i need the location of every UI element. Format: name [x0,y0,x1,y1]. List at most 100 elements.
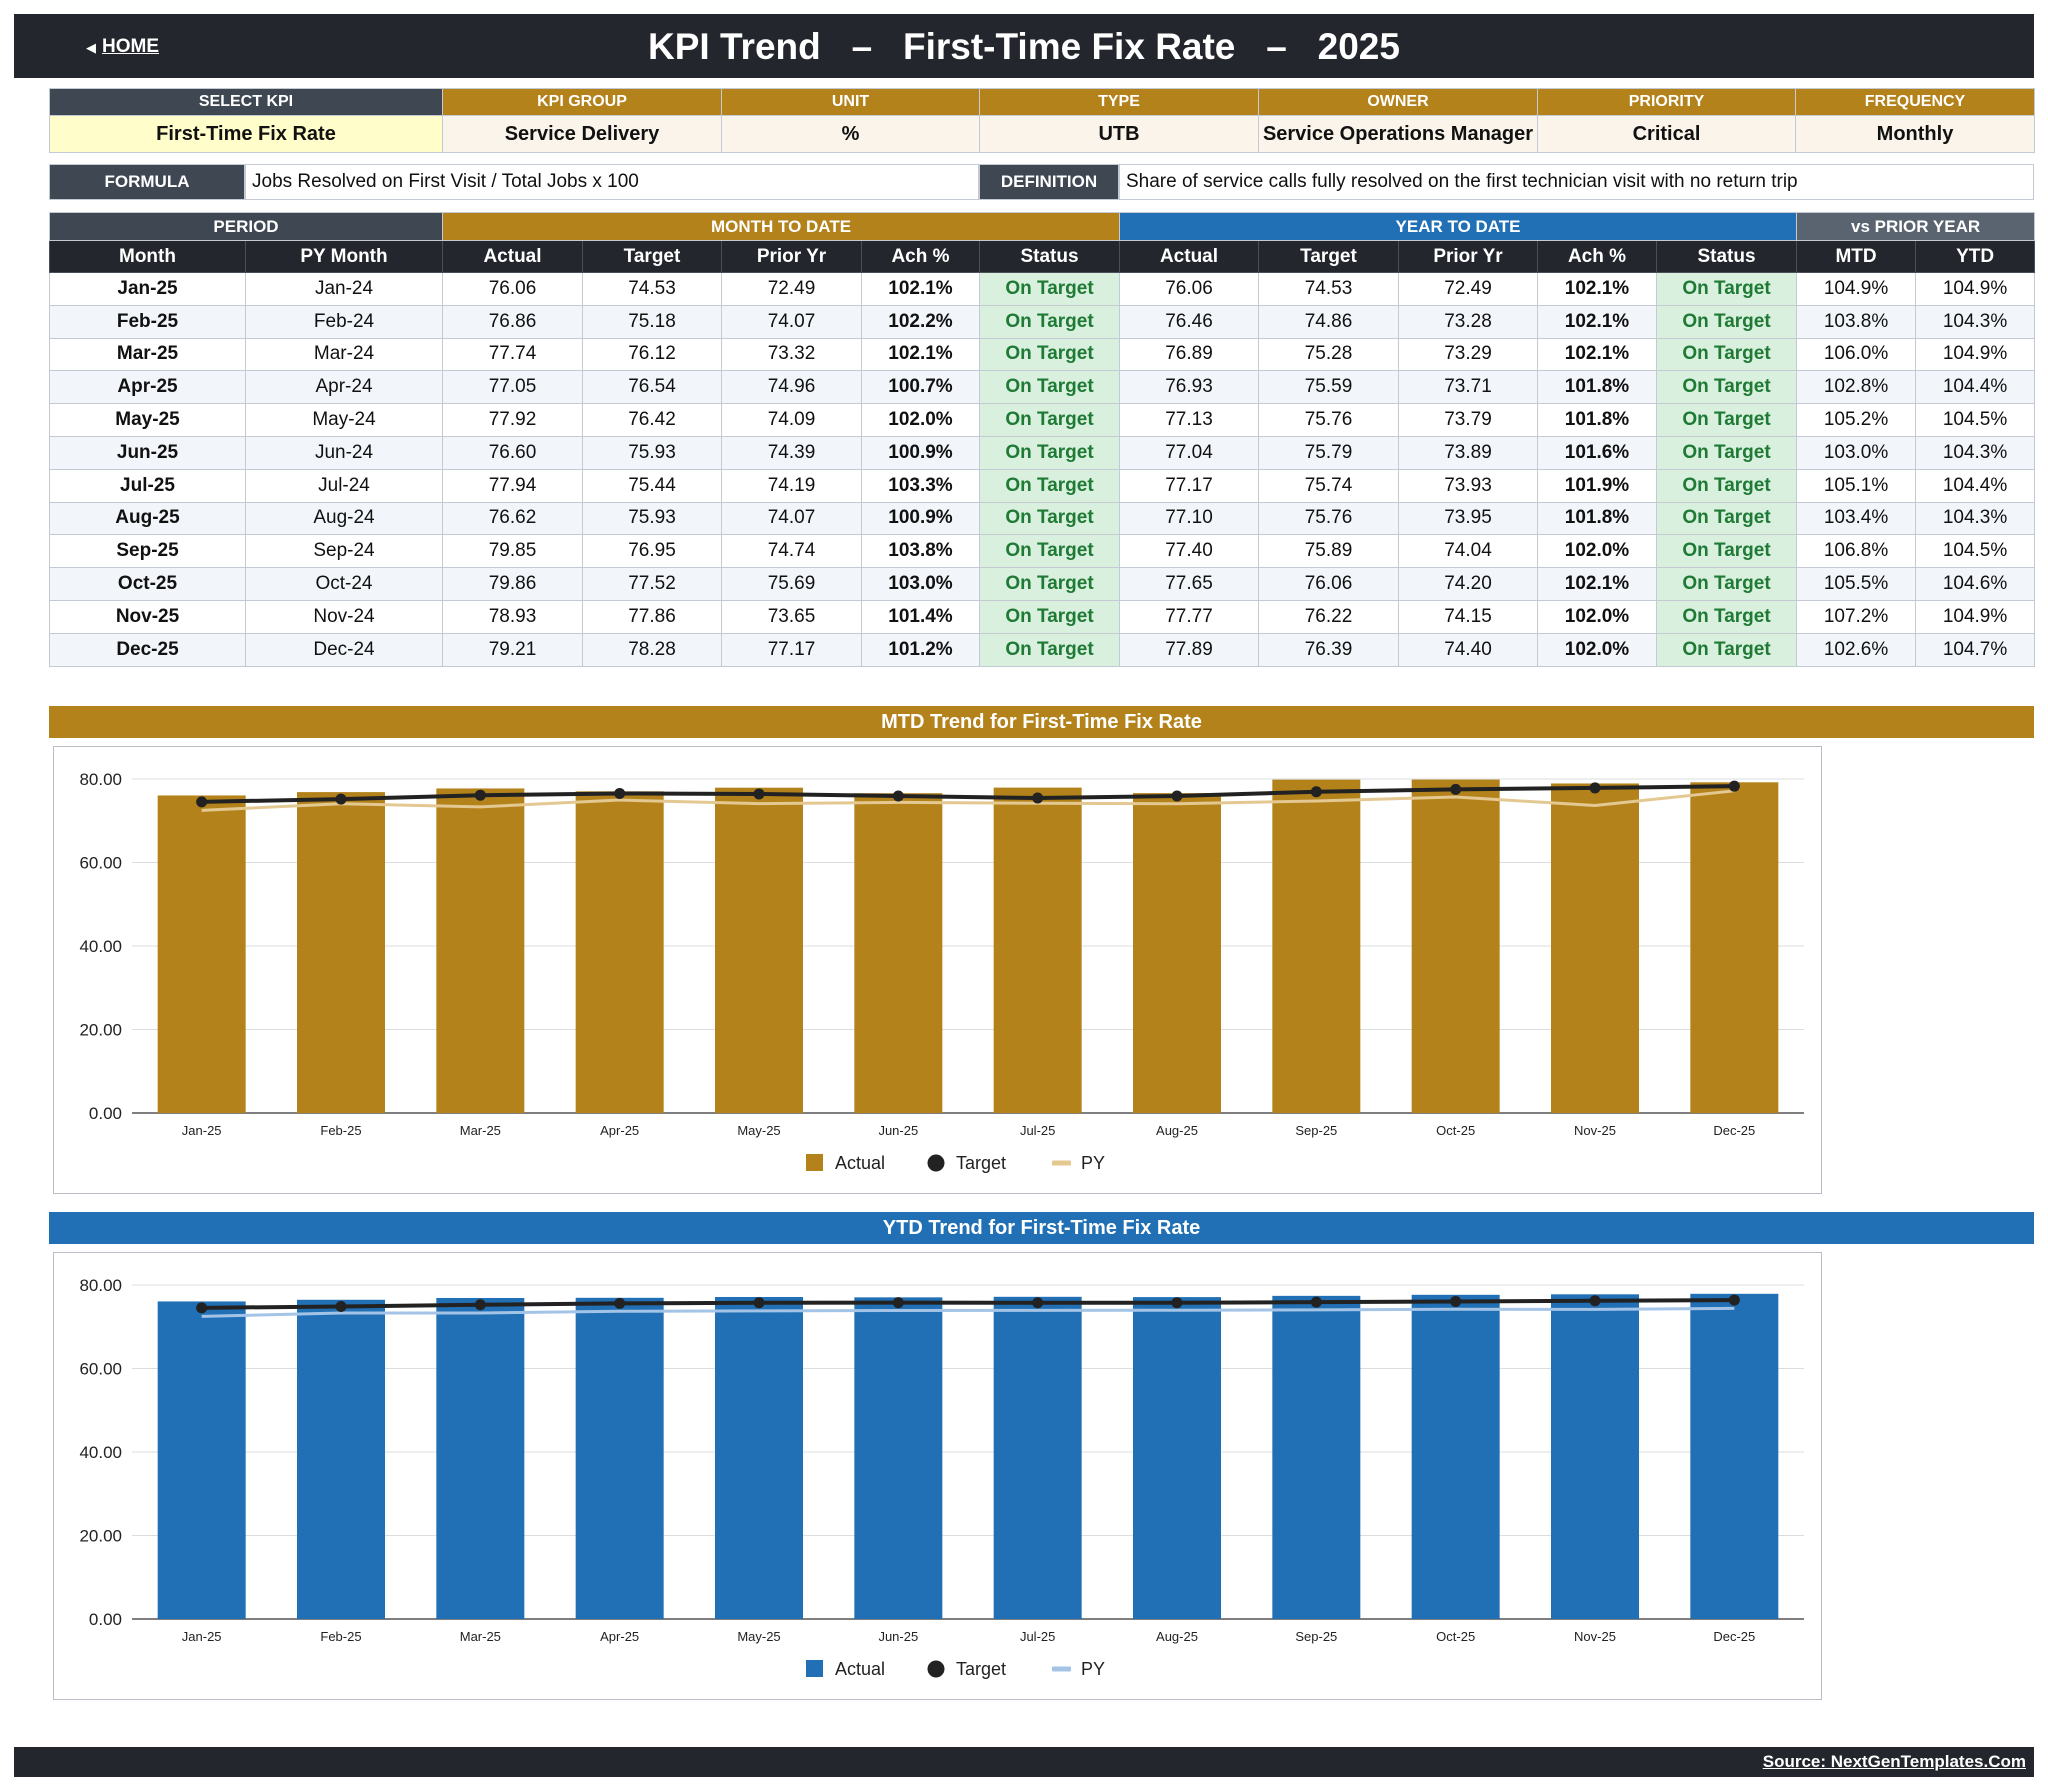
table-cell: 74.09 [721,403,862,437]
table-row: Jan-25 Jan-24 76.06 74.53 72.49 102.1% On Targ… [49,272,2036,306]
table-cell: 75.89 [1258,534,1399,569]
table-cell: 79.85 [442,534,583,569]
select-kpi-dropdown[interactable]: First-Time Fix Rate [49,115,443,153]
table-cell: Feb-24 [245,304,443,339]
table-cell: 74.07 [721,501,862,536]
table-cell: 77.94 [442,468,583,503]
table-cell: 102.1% [1537,337,1657,372]
x-tick-label: Oct-25 [1436,1629,1475,1644]
table-cell: 74.96 [721,370,862,405]
table-cell: 106.0% [1796,337,1917,372]
table-cell: 105.2% [1796,403,1917,437]
column-header-ytd: YTD [1915,240,2036,273]
table-cell: On Target [979,534,1120,569]
x-tick-label: Sep-25 [1295,1123,1337,1138]
table-cell: 74.74 [721,534,862,569]
table-cell: 74.15 [1398,599,1538,634]
table-cell: 75.69 [721,567,862,601]
series-line-py [201,1306,1735,1318]
column-header-target: Target [1258,240,1399,273]
frequency-header: FREQUENCY [1795,88,2035,116]
source-link[interactable]: Source: NextGenTemplates.Com [1762,1752,2026,1771]
table-cell: 74.19 [721,468,862,503]
table-cell: 104.7% [1915,632,2036,667]
table-cell: 74.40 [1398,632,1538,667]
target-point [1310,1296,1322,1308]
bar-actual [1133,1297,1221,1619]
table-cell: 104.4% [1915,468,2036,503]
table-cell: 73.93 [1398,468,1538,503]
column-header-target: Target [582,240,722,273]
legend-item-py: PY [1052,1153,1105,1173]
triangle-left-icon: ◀ [86,40,96,55]
table-cell: 102.1% [1537,272,1657,306]
table-cell: 76.06 [1258,567,1399,601]
table-cell: 75.93 [582,435,722,470]
table-cell: Nov-25 [49,599,246,634]
table-cell: 76.46 [1119,304,1259,339]
legend-swatch [806,1660,823,1677]
legend-label: Target [956,1153,1006,1173]
target-point [614,787,626,799]
column-header-prior-yr: Prior Yr [1398,240,1538,273]
table-cell: 77.65 [1119,567,1259,601]
table-cell: 73.71 [1398,370,1538,405]
x-tick-label: Aug-25 [1156,1123,1198,1138]
table-row: Sep-25 Sep-24 79.85 76.95 74.74 103.8% On Targ… [49,534,2036,569]
table-cell: 77.13 [1119,403,1259,437]
table-cell: 77.04 [1119,435,1259,470]
bar-actual [1272,779,1361,1113]
table-cell: Jul-25 [49,468,246,503]
table-row: Dec-25 Dec-24 79.21 78.28 77.17 101.2% On Targ… [49,632,2036,667]
table-cell: 73.79 [1398,403,1538,437]
owner-value: Service Operations Manager [1258,115,1538,153]
legend-swatch [927,1154,945,1172]
target-point [196,796,208,808]
legend-swatch [1052,1666,1071,1672]
kpi-group-header: KPI GROUP [442,88,722,116]
bar-actual [436,788,525,1113]
select-kpi-header: SELECT KPI [49,88,443,116]
table-cell: 104.3% [1915,501,2036,536]
unit-header: UNIT [721,88,980,116]
table-cell: 104.5% [1915,534,2036,569]
bar-actual [1133,793,1221,1113]
table-cell: 76.86 [442,304,583,339]
table-cell: 102.0% [861,403,980,437]
target-point [892,790,904,802]
table-cell: On Target [1655,435,1798,470]
table-cell: 103.0% [861,567,980,601]
x-tick-label: Nov-25 [1574,1629,1616,1644]
x-tick-label: May-25 [737,1123,780,1138]
chart-svg: 0.00 20.00 40.00 60.00 80.00 Jan-25 Feb-25 Mar-… [79,1276,1804,1679]
target-point [1310,786,1322,798]
table-cell: 103.8% [1796,304,1917,339]
table-cell: 104.9% [1915,337,2036,372]
x-tick-label: Mar-25 [460,1123,501,1138]
target-point [753,1297,765,1309]
home-label: HOME [102,36,159,57]
table-cell: 103.4% [1796,501,1917,536]
table-cell: On Target [979,370,1120,405]
table-cell: 104.9% [1915,599,2036,634]
table-cell: On Target [1655,304,1798,339]
table-cell: 78.93 [442,599,583,634]
table-row: Mar-25 Mar-24 77.74 76.12 73.32 102.1% On Targ… [49,337,2036,372]
table-cell: 74.04 [1398,534,1538,569]
table-cell: Nov-24 [245,599,443,634]
table-cell: Jul-24 [245,468,443,503]
table-cell: 102.0% [1537,599,1657,634]
bar-actual [575,1297,664,1619]
table-cell: 79.86 [442,567,583,601]
legend-item-actual: Actual [806,1153,885,1173]
y-tick-label: 20.00 [79,1021,122,1040]
target-point [335,793,347,805]
home-link[interactable]: ◀ HOME [86,36,159,58]
table-cell: 74.53 [582,272,722,306]
x-tick-label: Apr-25 [600,1123,639,1138]
bar-actual [993,787,1082,1113]
bar-actual [1551,1294,1639,1619]
table-cell: On Target [979,403,1120,437]
mtd-chart-title: MTD Trend for First-Time Fix Rate [49,706,2034,738]
table-cell: 78.28 [582,632,722,667]
